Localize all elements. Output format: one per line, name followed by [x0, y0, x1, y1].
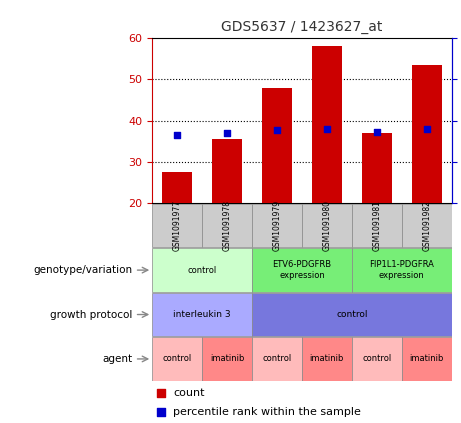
- Point: [323, 126, 331, 132]
- Text: control: control: [336, 310, 367, 319]
- Text: growth protocol: growth protocol: [50, 310, 132, 319]
- Text: percentile rank within the sample: percentile rank within the sample: [173, 407, 361, 418]
- FancyBboxPatch shape: [352, 337, 402, 381]
- Text: GSM1091977: GSM1091977: [172, 200, 182, 251]
- Bar: [212, 139, 242, 203]
- Point: [373, 129, 380, 135]
- Text: GSM1091982: GSM1091982: [422, 200, 431, 251]
- Text: imatinib: imatinib: [310, 354, 344, 363]
- Point: [157, 390, 165, 397]
- Text: GSM1091979: GSM1091979: [272, 200, 282, 251]
- Text: imatinib: imatinib: [210, 354, 244, 363]
- Text: GSM1091981: GSM1091981: [372, 200, 381, 251]
- Text: control: control: [188, 266, 217, 275]
- FancyBboxPatch shape: [152, 248, 252, 292]
- FancyBboxPatch shape: [352, 248, 452, 292]
- FancyBboxPatch shape: [202, 337, 252, 381]
- FancyBboxPatch shape: [152, 337, 202, 381]
- Bar: [362, 133, 392, 203]
- FancyBboxPatch shape: [152, 204, 202, 247]
- Bar: [162, 172, 192, 203]
- Point: [273, 127, 281, 134]
- Text: GSM1091978: GSM1091978: [223, 200, 231, 251]
- Bar: [262, 88, 292, 203]
- Text: genotype/variation: genotype/variation: [33, 265, 132, 275]
- FancyBboxPatch shape: [352, 204, 402, 247]
- Text: imatinib: imatinib: [410, 354, 444, 363]
- FancyBboxPatch shape: [252, 248, 352, 292]
- FancyBboxPatch shape: [402, 337, 452, 381]
- FancyBboxPatch shape: [152, 293, 252, 336]
- Point: [157, 409, 165, 416]
- Title: GDS5637 / 1423627_at: GDS5637 / 1423627_at: [221, 20, 383, 34]
- Text: agent: agent: [102, 354, 132, 364]
- Bar: [312, 47, 342, 203]
- Bar: [412, 65, 442, 203]
- Text: interleukin 3: interleukin 3: [173, 310, 231, 319]
- FancyBboxPatch shape: [302, 204, 352, 247]
- FancyBboxPatch shape: [252, 293, 452, 336]
- Point: [223, 129, 230, 136]
- Text: control: control: [262, 354, 292, 363]
- Text: control: control: [362, 354, 391, 363]
- FancyBboxPatch shape: [202, 204, 252, 247]
- FancyBboxPatch shape: [302, 337, 352, 381]
- Text: ETV6-PDGFRB
expression: ETV6-PDGFRB expression: [272, 261, 331, 280]
- Text: GSM1091980: GSM1091980: [322, 200, 331, 251]
- Text: FIP1L1-PDGFRA
expression: FIP1L1-PDGFRA expression: [369, 261, 434, 280]
- Point: [423, 126, 431, 132]
- Text: count: count: [173, 388, 205, 398]
- FancyBboxPatch shape: [252, 204, 302, 247]
- Point: [173, 131, 181, 138]
- Text: control: control: [162, 354, 192, 363]
- FancyBboxPatch shape: [402, 204, 452, 247]
- FancyBboxPatch shape: [252, 337, 302, 381]
